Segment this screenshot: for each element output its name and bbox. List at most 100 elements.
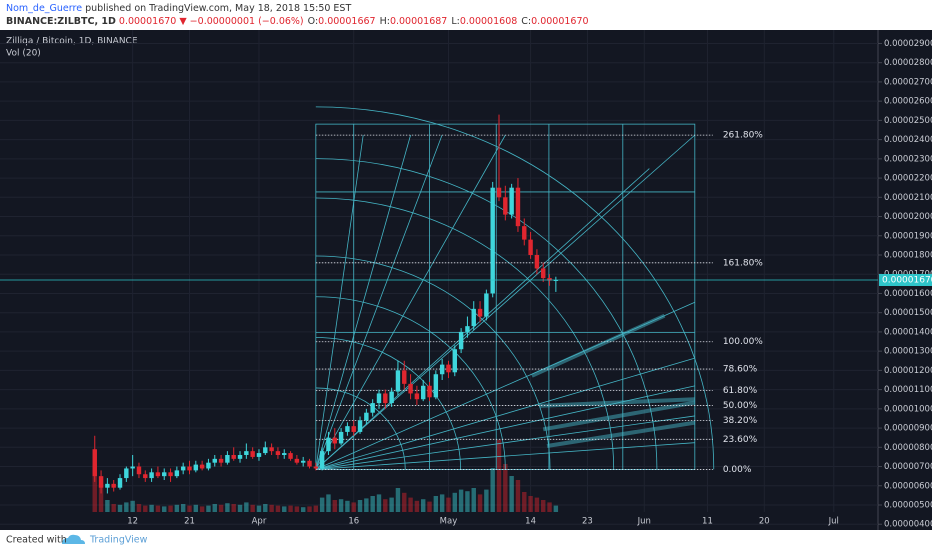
gann-drawing xyxy=(315,106,715,470)
volume-bar xyxy=(522,492,527,512)
candle-body xyxy=(130,466,135,469)
candle-body xyxy=(263,447,268,454)
y-tick-label: 0.00001400 xyxy=(884,327,932,337)
candle-body xyxy=(458,331,464,350)
ohlc-label: C: xyxy=(521,16,531,27)
candle-body xyxy=(98,476,104,488)
candle-body xyxy=(553,280,559,281)
brand-logo xyxy=(62,534,85,544)
volume-bar xyxy=(477,494,483,512)
y-tick-label: 0.00002100 xyxy=(884,193,932,203)
volume-bar xyxy=(509,476,514,512)
candle-body xyxy=(193,464,199,471)
y-tick-label: 0.00002700 xyxy=(884,77,932,87)
volume-bar xyxy=(130,500,135,512)
x-tick-label: Jun xyxy=(637,517,651,527)
gann-band xyxy=(542,400,696,432)
volume-bar xyxy=(180,504,186,512)
y-tick-label: 0.00000500 xyxy=(884,501,932,511)
y-tick-label: 0.00002600 xyxy=(884,97,932,107)
x-tick-label: 21 xyxy=(184,517,195,527)
candle-body xyxy=(300,460,306,463)
footer-created: Created with xyxy=(6,535,67,546)
volume-bar xyxy=(389,497,394,512)
volume-bar xyxy=(490,468,495,512)
candle-body xyxy=(408,383,413,394)
y-tick-label: 0.00002500 xyxy=(884,116,932,126)
y-tick-label: 0.00000400 xyxy=(884,520,932,530)
candle-body xyxy=(427,385,432,398)
gann-band xyxy=(539,397,695,408)
candle-body xyxy=(433,374,439,398)
candle-body xyxy=(420,385,426,400)
chart-title: Zilliqa / Bitcoin, 1D, BINANCE xyxy=(6,37,138,47)
volume-bar xyxy=(199,506,205,512)
volume-bar xyxy=(231,504,236,512)
candle-body xyxy=(149,472,154,479)
volume-bar xyxy=(187,505,192,512)
volume-label: Vol (20) xyxy=(6,49,41,59)
candle-body xyxy=(490,187,495,294)
candle-body xyxy=(383,393,388,404)
candle-body xyxy=(522,226,527,240)
volume-bar xyxy=(465,491,470,512)
volume-bar xyxy=(446,497,451,512)
volume-bar xyxy=(496,440,502,512)
candle-body xyxy=(124,468,129,479)
volume-bar xyxy=(313,505,319,512)
volume-bar xyxy=(484,489,489,512)
candle-body xyxy=(376,393,382,404)
gann-band xyxy=(546,420,696,448)
volume-bar xyxy=(528,496,533,512)
candle-body xyxy=(256,453,262,457)
gann-fan xyxy=(315,357,695,470)
footer-brand[interactable]: TradingView xyxy=(89,535,148,546)
volume-bar xyxy=(282,506,287,512)
y-tick-label: 0.00000800 xyxy=(884,443,932,453)
y-tick-label: 0.00001300 xyxy=(884,347,932,357)
candle-body xyxy=(389,391,394,404)
volume-bar xyxy=(162,506,167,512)
candle-body xyxy=(402,370,407,384)
volume-bar xyxy=(553,505,559,512)
x-tick-label: Jul xyxy=(828,517,839,527)
x-tick-label: May xyxy=(440,517,458,527)
candle-body xyxy=(218,458,224,463)
volume-bar xyxy=(357,500,363,512)
gann-fan xyxy=(315,134,443,470)
candle-body xyxy=(92,449,97,477)
y-tick-label: 0.00000900 xyxy=(884,424,932,434)
volume-bar xyxy=(225,503,230,512)
candle-body xyxy=(225,455,230,463)
volume-bar xyxy=(420,499,426,512)
volume-bar xyxy=(92,464,97,512)
volume-bar xyxy=(338,499,344,512)
author[interactable]: Nom_de_Guerre xyxy=(6,3,82,14)
volume-bar xyxy=(408,497,413,512)
volume-bar xyxy=(414,500,420,512)
volume-bar xyxy=(326,494,331,512)
header-line-2: BINANCE:ZILBTC, 1D 0.00001670 ▼ −0.00000… xyxy=(6,16,589,27)
gann-arc xyxy=(315,106,715,470)
y-tick-label: 0.00000700 xyxy=(884,462,932,472)
candle-body xyxy=(465,326,470,332)
volume-bar xyxy=(319,497,325,512)
candle-body xyxy=(282,453,287,455)
fib-label: 261.80% xyxy=(723,131,763,141)
volume-bar xyxy=(503,464,508,512)
gann-fan xyxy=(315,134,696,470)
volume-bar xyxy=(452,492,458,512)
candle-body xyxy=(105,483,110,488)
candle-body xyxy=(528,239,533,255)
gann-fan xyxy=(315,301,695,470)
candle-body xyxy=(446,364,451,373)
candle-body xyxy=(136,466,142,475)
plot-area xyxy=(0,30,878,525)
volume-bar xyxy=(471,488,476,512)
y-tick-label: 0.00001900 xyxy=(884,231,932,241)
volume-bar xyxy=(458,489,464,512)
x-tick-label: Apr xyxy=(252,517,267,527)
volume-bar xyxy=(168,505,173,512)
y-tick-label: 0.00000600 xyxy=(884,481,932,491)
fib-label: 50.00% xyxy=(723,401,758,411)
